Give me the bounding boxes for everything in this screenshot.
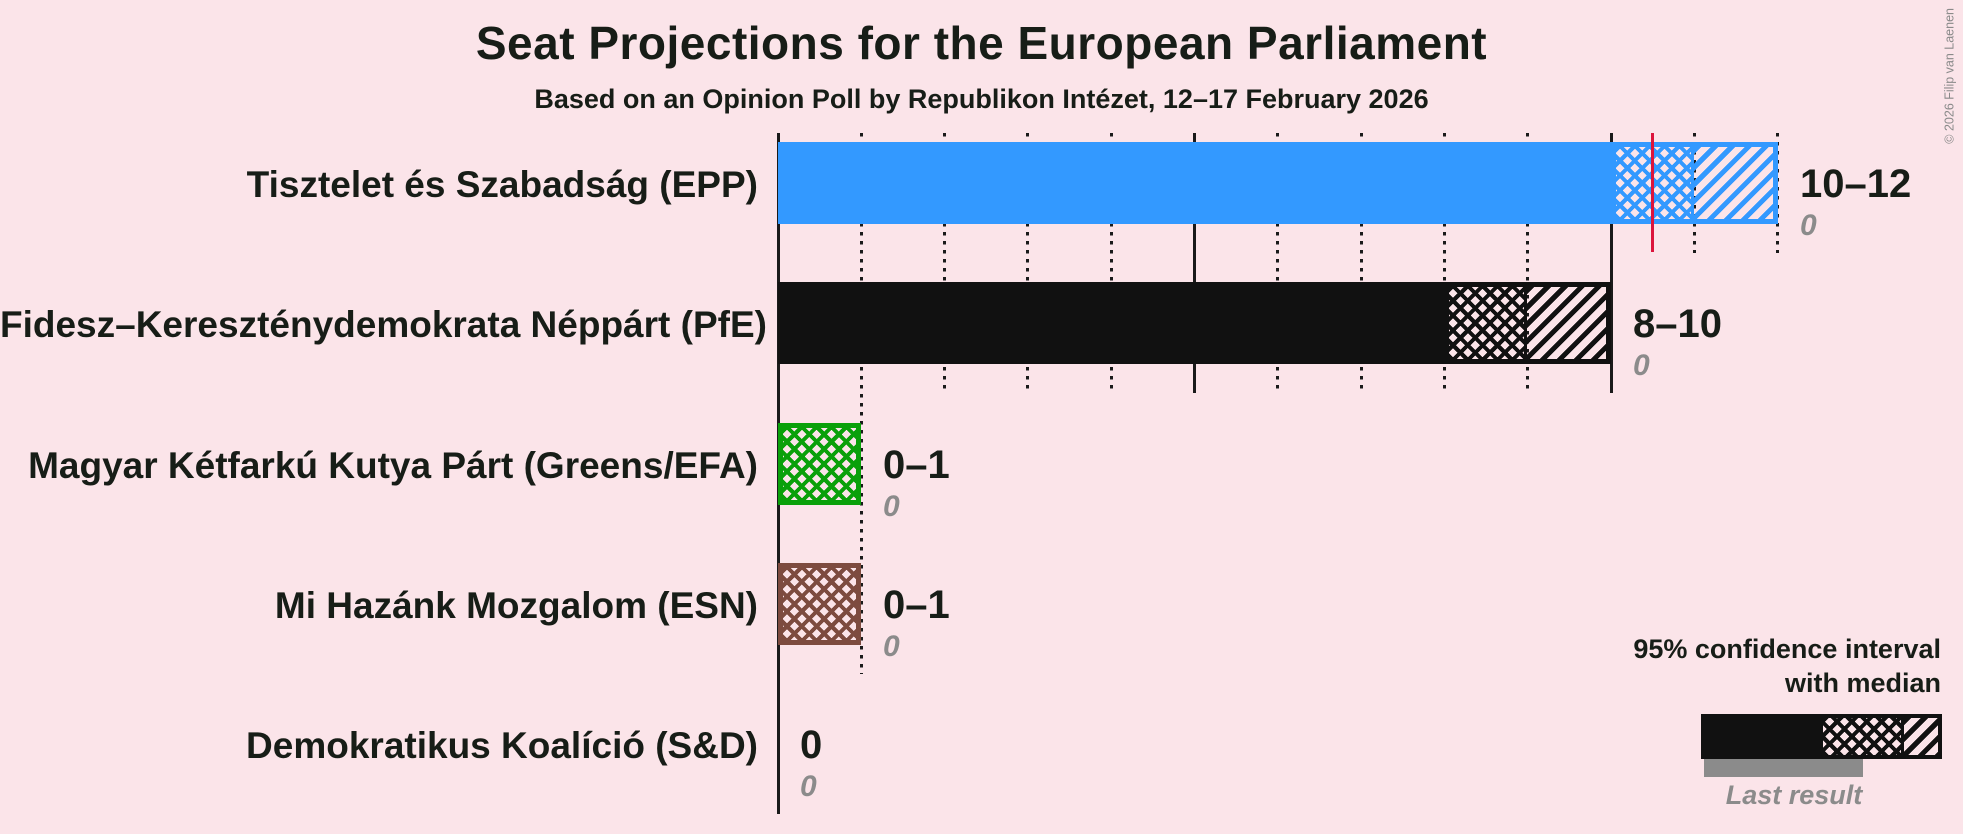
party-label: Fidesz–Kereszténydemokrata Néppárt (PfE) — [0, 304, 767, 345]
legend-crosshatch-segment — [1823, 718, 1904, 755]
axis-gridline-5 — [1193, 133, 1196, 393]
legend-solid-segment — [1705, 718, 1823, 755]
bar-solid-segment — [778, 142, 1611, 224]
median-marker-line — [1651, 133, 1654, 252]
gridline-7 — [1360, 133, 1363, 393]
seat-range-label: 0–1 — [883, 583, 950, 627]
bar-confidence-interval — [778, 563, 861, 645]
legend-ci-line2: with median — [1784, 668, 1941, 698]
gridline-6 — [1276, 133, 1279, 393]
bar-crosshatch-segment — [783, 428, 856, 500]
party-label: Tisztelet és Szabadság (EPP) — [246, 164, 758, 205]
seat-range-label: 8–10 — [1633, 302, 1722, 346]
party-label: Magyar Kétfarkú Kutya Párt (Greens/EFA) — [28, 445, 758, 486]
legend-diagonal-segment — [1904, 718, 1938, 755]
copyright-note: © 2026 Filip van Laenen — [1943, 8, 1957, 144]
last-result-value: 0 — [800, 770, 817, 803]
legend-ci-label: 95% confidence interval with median — [1633, 632, 1941, 700]
seat-range-label: 10–12 — [1800, 162, 1912, 206]
last-result-value: 0 — [883, 490, 900, 523]
bar-confidence-interval — [778, 423, 861, 505]
gridline-3 — [1026, 133, 1029, 393]
bar-solid-segment — [778, 282, 1444, 364]
last-result-value: 0 — [1800, 209, 1817, 242]
bar-diagonal-segment — [1694, 147, 1773, 219]
legend-sample-bar — [1701, 714, 1942, 759]
page-title: Seat Projections for the European Parlia… — [475, 17, 1488, 69]
axis-gridline-10 — [1610, 133, 1613, 393]
legend-ci-line1: 95% confidence interval — [1633, 634, 1941, 664]
bar-diagonal-segment — [1527, 287, 1606, 359]
bar-crosshatch-segment — [1449, 287, 1527, 359]
gridline-2 — [943, 133, 946, 393]
bar-confidence-interval — [1444, 282, 1611, 364]
gridline-4 — [1110, 133, 1113, 393]
bar-crosshatch-segment — [783, 568, 856, 640]
bar-crosshatch-segment — [1616, 147, 1694, 219]
seat-range-label: 0 — [800, 723, 823, 767]
seat-range-label: 0–1 — [883, 443, 950, 487]
gridline-1 — [860, 133, 863, 674]
party-label: Mi Hazánk Mozgalom (ESN) — [274, 585, 758, 626]
gridline-8 — [1443, 133, 1446, 393]
gridline-9 — [1526, 133, 1529, 393]
last-result-value: 0 — [1633, 349, 1650, 382]
party-label: Demokratikus Koalíció (S&D) — [246, 725, 758, 766]
page-subtitle: Based on an Opinion Poll by Republikon I… — [534, 84, 1429, 114]
bar-confidence-interval — [1611, 142, 1778, 224]
last-result-value: 0 — [883, 630, 900, 663]
legend-last-result-label: Last result — [1725, 780, 1863, 810]
legend-last-result-bar — [1704, 759, 1863, 777]
